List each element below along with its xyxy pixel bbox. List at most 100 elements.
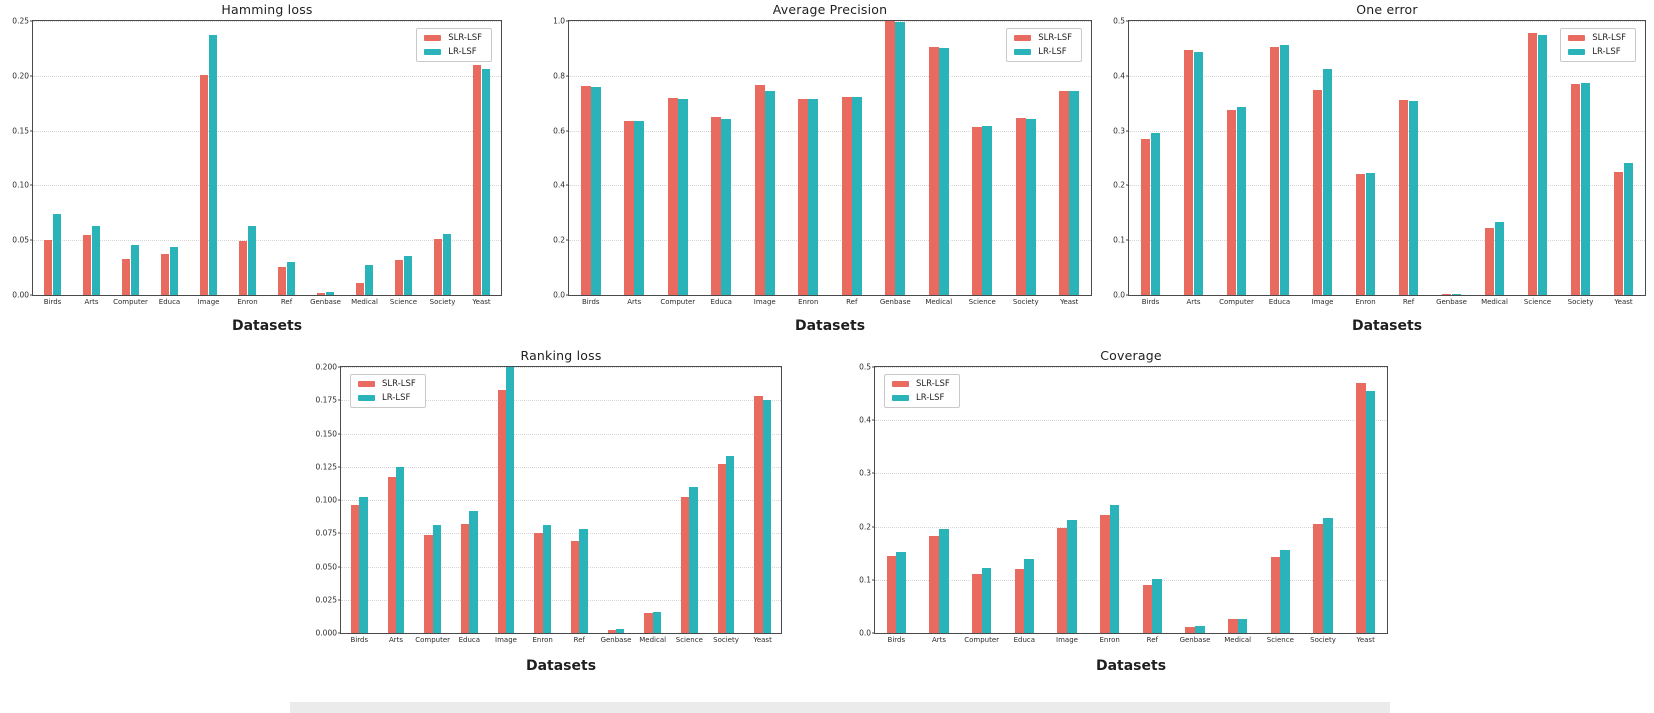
x-axis-label: Datasets xyxy=(1095,658,1167,674)
gridline xyxy=(1129,240,1645,242)
y-tick-label: 0.125 xyxy=(315,462,337,472)
legend-swatch-lr-lsf xyxy=(358,395,375,401)
bar-lr-lsf-image xyxy=(1322,69,1333,295)
average-precision-chart: Average Precision 0.0 0.2 0.4 0.6 0.8 1.0 Bird… xyxy=(528,2,1094,340)
bar-lr-lsf-science xyxy=(1280,550,1291,633)
y-tick-mark xyxy=(30,130,33,132)
legend-label: SLR-LSF xyxy=(1038,33,1072,43)
chart-title: Hamming loss xyxy=(221,2,313,17)
bar-lr-lsf-genbase xyxy=(1451,293,1462,295)
x-tick-label: Yeast xyxy=(753,636,772,644)
bar-lr-lsf-educa xyxy=(469,510,478,633)
y-tick-mark xyxy=(338,399,341,401)
legend-label: SLR-LSF xyxy=(448,33,482,43)
bar-lr-lsf-image xyxy=(208,35,218,295)
legend-label: SLR-LSF xyxy=(916,379,950,389)
bar-slr-lsf-image xyxy=(497,389,506,633)
gridline xyxy=(875,367,1387,368)
bar-slr-lsf-computer xyxy=(1226,109,1237,295)
bar-slr-lsf-medical xyxy=(355,282,365,295)
bar-lr-lsf-image xyxy=(764,91,775,295)
y-tick-label: 0.0 xyxy=(859,628,871,638)
y-tick-mark xyxy=(30,184,33,186)
gridline xyxy=(341,599,781,601)
bar-slr-lsf-science xyxy=(1270,556,1281,633)
gridline xyxy=(875,420,1387,422)
legend-label: LR-LSF xyxy=(448,47,477,57)
bar-slr-lsf-enron xyxy=(534,533,543,633)
y-tick-label: 0.4 xyxy=(859,415,871,425)
gridline xyxy=(33,21,501,22)
bar-lr-lsf-enron xyxy=(808,99,819,295)
y-tick-mark xyxy=(1126,184,1129,186)
y-tick-label: 0.4 xyxy=(553,180,565,190)
legend-row: LR-LSF xyxy=(1568,47,1626,57)
y-tick-label: 0.5 xyxy=(1113,16,1125,26)
x-tick-label: Computer xyxy=(415,636,451,644)
bar-slr-lsf-ref xyxy=(570,541,580,633)
bar-lr-lsf-genbase xyxy=(616,629,625,633)
x-tick-label: Enron xyxy=(1355,298,1376,306)
bar-lr-lsf-medical xyxy=(652,611,662,633)
bar-lr-lsf-arts xyxy=(1193,52,1204,295)
legend-row: SLR-LSF xyxy=(1568,33,1626,43)
y-tick-label: 0.1 xyxy=(1113,235,1125,245)
legend-swatch-lr-lsf xyxy=(1568,49,1586,55)
x-tick-label: Educa xyxy=(158,298,181,306)
x-tick-label: Birds xyxy=(887,636,906,644)
y-tick-mark xyxy=(566,75,569,77)
one-error-chart: One error 0.0 0.1 0.2 0.3 0.4 0.5 Birds Arts Com… xyxy=(1096,2,1652,340)
legend-label: LR-LSF xyxy=(1038,47,1067,57)
legend-label: LR-LSF xyxy=(1592,47,1621,57)
gridline xyxy=(875,526,1387,528)
y-tick-mark xyxy=(338,566,341,567)
gridline xyxy=(569,130,1091,132)
bar-slr-lsf-genbase xyxy=(1441,294,1452,295)
bar-lr-lsf-society xyxy=(726,456,735,633)
gridline xyxy=(33,130,501,132)
coverage-chart: Coverage 0.0 0.1 0.2 0.3 0.4 0.5 Birds Arts Comp… xyxy=(844,344,1394,696)
x-tick-label: Computer xyxy=(964,636,1000,644)
bar-slr-lsf-genbase xyxy=(1185,626,1195,633)
x-tick-label: Image xyxy=(753,298,776,306)
x-tick-label: Medical xyxy=(639,636,667,644)
x-tick-label: Computer xyxy=(1219,298,1254,306)
bar-slr-lsf-genbase xyxy=(607,630,616,633)
y-tick-label: 0.20 xyxy=(12,71,29,81)
bar-slr-lsf-computer xyxy=(971,573,982,633)
bar-slr-lsf-ref xyxy=(841,97,852,295)
bar-slr-lsf-ref xyxy=(1398,100,1409,295)
bar-lr-lsf-birds xyxy=(896,552,907,633)
bar-lr-lsf-ref xyxy=(851,97,862,295)
x-tick-label: Science xyxy=(1266,636,1294,644)
bar-slr-lsf-medical xyxy=(928,47,939,295)
y-tick-label: 0.00 xyxy=(12,290,29,300)
bar-lr-lsf-birds xyxy=(590,86,601,295)
bar-slr-lsf-computer xyxy=(424,534,433,633)
bar-slr-lsf-arts xyxy=(624,121,635,295)
y-tick-label: 0.200 xyxy=(315,362,337,372)
y-tick-label: 0.025 xyxy=(315,595,337,605)
y-tick-mark xyxy=(566,294,569,296)
legend: SLR-LSF LR-LSF xyxy=(416,28,492,62)
legend-swatch-slr-lsf xyxy=(892,381,909,387)
bar-lr-lsf-ref xyxy=(1408,101,1419,295)
x-tick-label: Science xyxy=(968,298,996,306)
bar-slr-lsf-medical xyxy=(1484,228,1495,295)
gridline xyxy=(341,367,781,368)
legend-row: LR-LSF xyxy=(424,47,482,57)
x-tick-label: Enron xyxy=(798,298,819,306)
x-tick-label: Arts xyxy=(931,636,947,644)
bar-lr-lsf-computer xyxy=(432,525,442,633)
bar-slr-lsf-birds xyxy=(886,555,897,633)
legend-swatch-slr-lsf xyxy=(1014,35,1032,41)
x-tick-label: Image xyxy=(1056,636,1078,644)
legend-swatch-lr-lsf xyxy=(424,49,442,55)
gridline xyxy=(569,21,1091,22)
x-tick-label: Image xyxy=(495,636,517,644)
x-tick-label: Ref xyxy=(1146,636,1158,644)
gridline xyxy=(341,433,781,435)
y-tick-label: 0.10 xyxy=(12,180,29,190)
legend-swatch-slr-lsf xyxy=(1568,35,1586,41)
x-tick-label: Medical xyxy=(1224,636,1252,644)
